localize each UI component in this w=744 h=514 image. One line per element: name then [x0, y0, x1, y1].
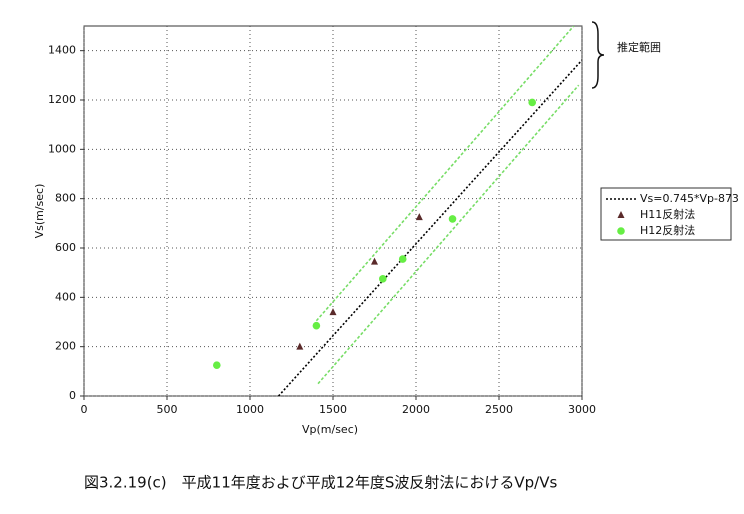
x-tick-label: 3000 — [568, 403, 596, 416]
circle-point — [312, 321, 321, 330]
triangle-point — [371, 257, 378, 265]
legend-swatch — [617, 211, 625, 218]
plot-area — [213, 26, 582, 396]
range-band — [315, 26, 575, 322]
triangle-point — [296, 342, 304, 350]
circle-point — [213, 361, 221, 369]
y-tick-label: 1200 — [48, 93, 76, 106]
y-tick-label: 400 — [55, 290, 76, 303]
y-tick-label: 200 — [55, 340, 76, 353]
caption: 図3.2.19(c) 平成11年度および平成12年度S波反射法におけるVp/Vs — [84, 474, 557, 492]
circle-point — [379, 275, 387, 283]
legend-label: H11反射法 — [640, 207, 695, 221]
y-tick-label: 0 — [69, 389, 76, 402]
range-bracket — [591, 21, 605, 89]
y-tick-label: 1000 — [48, 142, 76, 155]
legend-swatch — [617, 227, 625, 235]
regression-line — [277, 59, 582, 396]
x-tick-label: 500 — [157, 403, 178, 416]
y-tick-label: 800 — [55, 192, 76, 205]
range-band — [317, 84, 580, 385]
x-tick-label: 1500 — [319, 403, 347, 416]
y-tick-label: 1400 — [48, 44, 76, 57]
y-tick-label: 600 — [55, 241, 76, 254]
y-axis-label: Vs(m/sec) — [33, 184, 46, 239]
grid: 0 500 1000 1500 2000 2500 3000 0 200 400 600 800 100… — [48, 26, 596, 416]
x-tick-label: 0 — [81, 403, 88, 416]
annotation: 推定範囲 — [617, 40, 661, 54]
legend-label: H12反射法 — [640, 223, 695, 237]
x-tick-label: 1000 — [236, 403, 264, 416]
circle-point — [448, 215, 457, 223]
legend-label: Vs=0.745*Vp-873 — [640, 192, 739, 205]
x-tick-label: 2500 — [485, 403, 513, 416]
x-tick-label: 2000 — [402, 403, 430, 416]
legend-entries: Vs=0.745*Vp-873 H11反射法 H12反射法 — [606, 192, 739, 237]
triangle-point — [329, 308, 337, 316]
x-axis-label: Vp(m/sec) — [302, 423, 358, 436]
circle-point — [398, 255, 407, 263]
circle-point — [528, 98, 536, 107]
triangle-point — [415, 213, 423, 221]
